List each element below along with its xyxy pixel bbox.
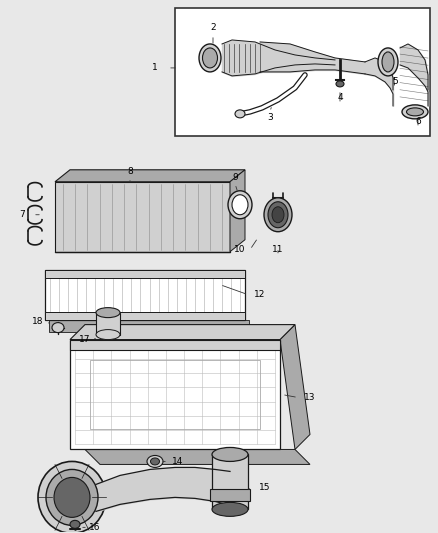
Text: 4: 4 bbox=[337, 93, 343, 102]
Polygon shape bbox=[55, 170, 245, 182]
Ellipse shape bbox=[52, 322, 64, 333]
Bar bbox=[70, 340, 280, 449]
Text: 2: 2 bbox=[210, 23, 216, 33]
Ellipse shape bbox=[378, 48, 398, 76]
Text: 6: 6 bbox=[415, 117, 421, 126]
Ellipse shape bbox=[54, 478, 90, 518]
Text: 16: 16 bbox=[89, 523, 101, 532]
Text: 14: 14 bbox=[172, 457, 184, 466]
Ellipse shape bbox=[96, 329, 120, 340]
Text: 15: 15 bbox=[259, 483, 271, 492]
Text: 8: 8 bbox=[127, 167, 133, 176]
Text: 7: 7 bbox=[19, 210, 25, 219]
Text: 12: 12 bbox=[254, 290, 266, 299]
Ellipse shape bbox=[336, 81, 344, 87]
Bar bbox=[96, 313, 120, 335]
Bar bbox=[70, 340, 280, 350]
Text: 18: 18 bbox=[32, 317, 44, 326]
Ellipse shape bbox=[212, 448, 248, 462]
Bar bbox=[45, 270, 245, 320]
Text: 10: 10 bbox=[234, 245, 246, 254]
Text: 17: 17 bbox=[79, 335, 91, 344]
Polygon shape bbox=[85, 449, 310, 464]
Ellipse shape bbox=[202, 48, 218, 68]
Text: 13: 13 bbox=[304, 393, 316, 402]
Ellipse shape bbox=[212, 503, 248, 516]
Ellipse shape bbox=[235, 110, 245, 118]
Ellipse shape bbox=[46, 470, 98, 526]
Ellipse shape bbox=[151, 458, 159, 465]
Ellipse shape bbox=[402, 105, 428, 119]
Text: 11: 11 bbox=[272, 245, 284, 254]
Ellipse shape bbox=[264, 198, 292, 232]
Bar bbox=[175, 8, 430, 136]
Bar bbox=[210, 489, 250, 502]
Ellipse shape bbox=[228, 191, 252, 219]
Polygon shape bbox=[230, 170, 245, 252]
Bar bbox=[49, 320, 249, 332]
Polygon shape bbox=[70, 325, 295, 340]
Bar bbox=[212, 455, 248, 510]
Bar bbox=[45, 270, 245, 278]
Text: 9: 9 bbox=[232, 173, 238, 182]
Ellipse shape bbox=[382, 52, 394, 72]
Ellipse shape bbox=[96, 308, 120, 318]
Ellipse shape bbox=[272, 207, 284, 223]
Ellipse shape bbox=[70, 520, 80, 528]
Ellipse shape bbox=[268, 202, 288, 228]
Ellipse shape bbox=[147, 455, 163, 467]
Polygon shape bbox=[55, 182, 230, 252]
Ellipse shape bbox=[232, 195, 248, 215]
Ellipse shape bbox=[199, 44, 221, 72]
Ellipse shape bbox=[406, 108, 424, 116]
Bar bbox=[45, 312, 245, 320]
Text: 5: 5 bbox=[392, 77, 398, 86]
Bar bbox=[90, 360, 260, 430]
Ellipse shape bbox=[38, 462, 106, 533]
Text: 1: 1 bbox=[152, 63, 158, 72]
Polygon shape bbox=[280, 325, 310, 449]
Text: 3: 3 bbox=[267, 114, 273, 123]
